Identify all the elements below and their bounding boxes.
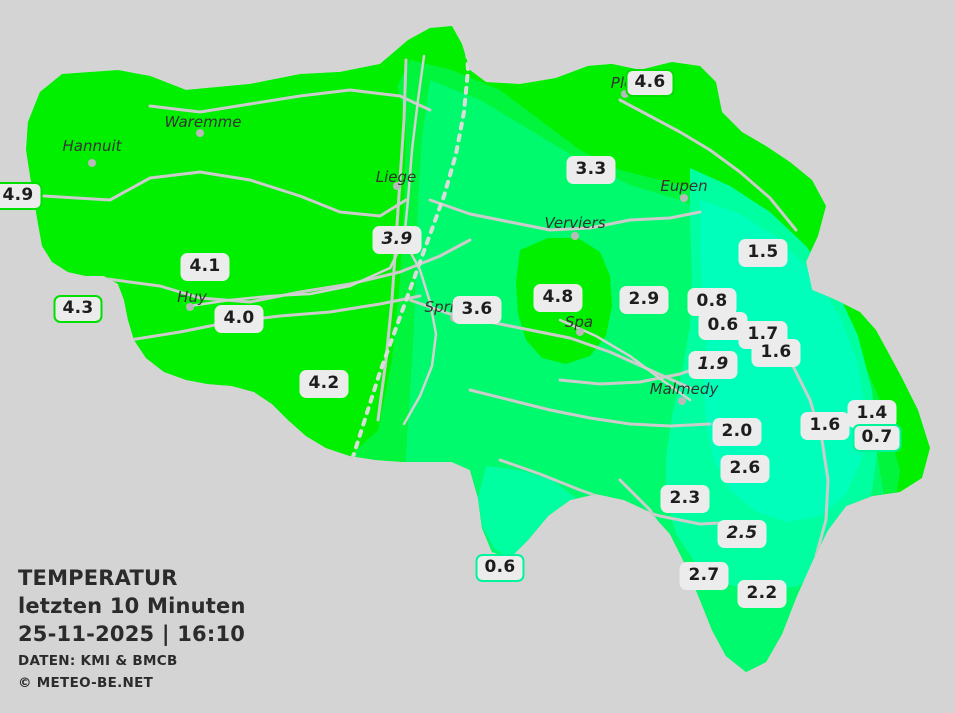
- temperature-value-label: 4.9: [0, 182, 43, 210]
- temperature-value-label: 2.5: [717, 520, 767, 548]
- caption-subtitle: letzten 10 Minuten: [18, 593, 246, 618]
- temperature-value-label: 0.6: [475, 554, 525, 582]
- internal-boundaries: [42, 58, 830, 662]
- caption-block: TEMPERATUR letzten 10 Minuten 25-11-2025…: [18, 565, 246, 693]
- temperature-value-label: 1.4: [847, 400, 897, 428]
- temperature-value-label: 4.6: [625, 69, 675, 97]
- temperature-value-label: 3.9: [372, 226, 422, 254]
- temperature-value-label: 3.6: [452, 296, 502, 324]
- city-marker-dot: [196, 129, 204, 137]
- city-marker-dot: [576, 328, 584, 336]
- temperature-value-label: 1.6: [751, 339, 801, 367]
- temperature-value-label: 4.2: [299, 370, 349, 398]
- temperature-value-label: 4.0: [214, 305, 264, 333]
- temperature-value-label: 2.2: [737, 580, 787, 608]
- temperature-value-label: 2.3: [660, 485, 710, 513]
- city-marker-dot: [621, 90, 629, 98]
- temperature-value-label: 1.9: [688, 351, 738, 379]
- city-marker-dot: [680, 194, 688, 202]
- temperature-value-label: 4.1: [180, 253, 230, 281]
- temperature-value-label: 0.8: [687, 288, 737, 316]
- city-marker-dot: [571, 232, 579, 240]
- temperature-value-label: 0.7: [852, 424, 902, 452]
- caption-copyright: © METEO-BE.NET: [18, 674, 154, 691]
- temperature-value-label: 4.8: [533, 284, 583, 312]
- caption-title: TEMPERATUR: [18, 566, 178, 590]
- temperature-value-label: 2.6: [720, 455, 770, 483]
- city-marker-dot: [393, 182, 401, 190]
- temperature-value-label: 1.5: [738, 239, 788, 267]
- zone-warm-core-north: [552, 56, 722, 154]
- caption-datetime: 25-11-2025 | 16:10: [18, 621, 246, 646]
- temperature-value-label: 2.7: [679, 562, 729, 590]
- rivers: [188, 54, 692, 426]
- city-marker-dot: [678, 397, 686, 405]
- temperature-value-label: 3.3: [566, 156, 616, 184]
- temperature-value-label: 2.9: [619, 286, 669, 314]
- temperature-value-label: 4.3: [53, 295, 103, 323]
- temperature-value-label: 1.6: [800, 412, 850, 440]
- city-marker-dot: [186, 303, 194, 311]
- temperature-value-label: 2.0: [712, 418, 762, 446]
- city-marker-dot: [88, 159, 96, 167]
- caption-source: DATEN: KMI & BMCB: [18, 652, 178, 669]
